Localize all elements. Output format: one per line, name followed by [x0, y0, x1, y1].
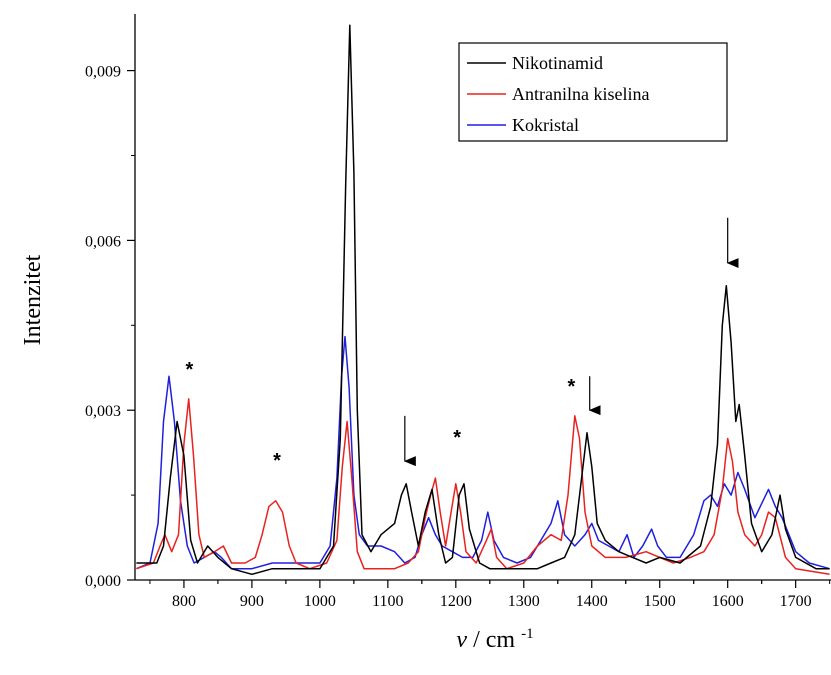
asterisk-annotation: *	[453, 427, 461, 449]
x-tick-label: 800	[172, 593, 196, 610]
asterisk-annotation: *	[567, 376, 575, 398]
legend-label-nikotinamid: Nikotinamid	[512, 53, 603, 73]
asterisk-annotation: *	[273, 450, 281, 472]
x-tick-label: 1600	[712, 593, 744, 610]
legend: Nikotinamid Antranilna kiselina Kokrista…	[458, 42, 728, 142]
x-axis-title: ν / cm -1	[456, 626, 533, 653]
annotation-layer: * * * *	[185, 217, 739, 472]
x-tick-label: 1500	[644, 593, 676, 610]
y-tick-label: 0,006	[85, 233, 121, 250]
y-tick-label: 0,009	[85, 64, 121, 81]
x-tick-label: 1400	[576, 593, 608, 610]
ticks-layer: 800 900 1000 1100 1200 1300 1400 1500 1600 1700 0,…	[85, 64, 831, 610]
x-tick-label: 1000	[304, 593, 336, 610]
plot-frame	[134, 14, 831, 581]
x-tick-label: 1200	[440, 593, 472, 610]
legend-label-antranilna-kiselina: Antranilna kiselina	[512, 84, 649, 104]
y-axis-title: Intenzitet	[20, 254, 46, 345]
x-axis-symbol: ν	[456, 627, 467, 653]
x-tick-label: 1700	[780, 593, 812, 610]
x-axis-unit-exponent: -1	[521, 626, 534, 642]
series-layer	[136, 24, 830, 576]
x-tick-label: 1100	[372, 593, 403, 610]
y-tick-label: 0,003	[85, 403, 121, 420]
asterisk-annotation: *	[185, 359, 193, 381]
x-tick-label: 1300	[508, 593, 540, 610]
x-axis-unit: / cm	[473, 627, 515, 653]
legend-label-kokristal: Kokristal	[512, 115, 579, 135]
series-line-antranilna-kiselina	[136, 398, 830, 576]
y-tick-label: 0,000	[85, 573, 121, 590]
x-tick-label: 900	[240, 593, 264, 610]
series-line-nikotinamid	[136, 24, 830, 576]
